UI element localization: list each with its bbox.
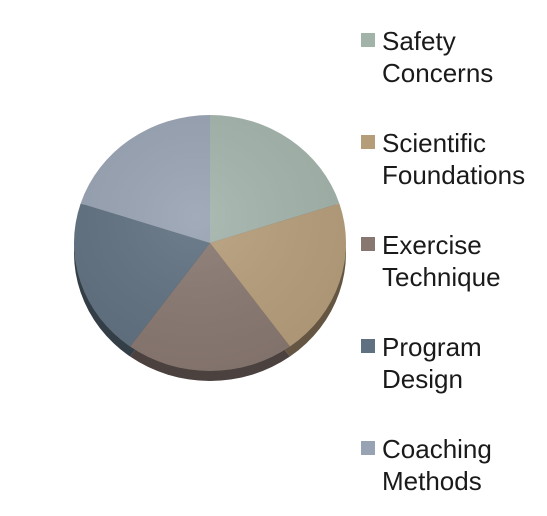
- legend-swatch-scientific-foundations: [361, 135, 375, 149]
- legend-swatch-program-design: [361, 339, 375, 353]
- legend-swatch-safety-concerns: [361, 33, 375, 47]
- legend-swatch-exercise-technique: [361, 237, 375, 251]
- legend-label-exercise-technique-line-2: Technique: [382, 262, 501, 292]
- legend-label-exercise-technique-line-1: Exercise: [382, 230, 482, 260]
- legend-label-scientific-foundations-line-1: Scientific: [382, 128, 486, 158]
- legend-label-safety-concerns-line-1: Safety: [382, 26, 456, 56]
- legend-label-coaching-methods-line-1: Coaching: [382, 434, 492, 464]
- legend-swatch-coaching-methods: [361, 441, 375, 455]
- legend-label-scientific-foundations-line-2: Foundations: [382, 160, 525, 190]
- legend-label-program-design-line-2: Design: [382, 364, 463, 394]
- pie-slices: [74, 115, 346, 371]
- legend-label-program-design-line-1: Program: [382, 332, 482, 362]
- legend-label-coaching-methods-line-2: Methods: [382, 466, 482, 496]
- legend-label-safety-concerns-line-2: Concerns: [382, 58, 493, 88]
